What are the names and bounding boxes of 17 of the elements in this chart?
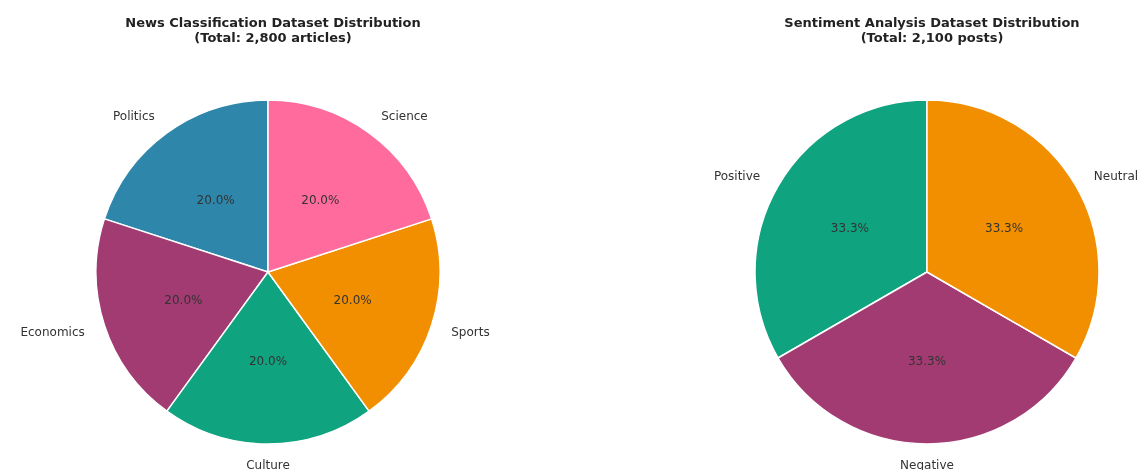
slice-label: Positive <box>713 168 761 183</box>
chart-title: Sentiment Analysis Dataset Distribution (Total: 2,100 posts) <box>784 15 1080 45</box>
data-label: 33.3% <box>830 220 869 235</box>
slice-label: Culture <box>246 457 290 470</box>
slice-label: Sports <box>451 324 490 339</box>
slice-label: Politics <box>113 109 155 124</box>
data-label: 20.0% <box>333 292 372 307</box>
slice-label: Neutral <box>1093 168 1139 183</box>
data-label: 20.0% <box>164 292 203 307</box>
chart-title: News Classification Dataset Distribution (Total: 2,800 articles) <box>125 15 421 45</box>
data-label: 20.0% <box>248 354 288 368</box>
slice-label: Science <box>381 109 428 124</box>
slice-label: Economics <box>20 324 85 339</box>
data-label: 20.0% <box>301 193 340 207</box>
data-label: 20.0% <box>196 193 235 207</box>
data-label: 33.3% <box>985 220 1024 235</box>
data-label: 33.3% <box>907 354 947 368</box>
